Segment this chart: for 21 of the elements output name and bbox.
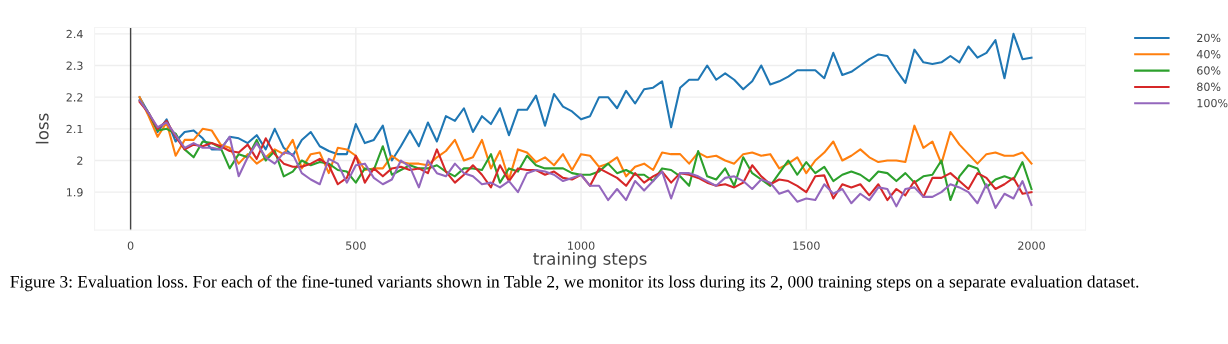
text: 80%: [1197, 82, 1221, 91]
text: 40%: [1196, 49, 1221, 59]
y-tick-label: 2.4: [66, 29, 83, 39]
text: 20%: [1197, 33, 1221, 43]
x-axis-title: training steps: [533, 252, 647, 269]
caption: Figure 3: Evaluation loss. For each of the fine-tuned variants shown in Table 2, we monitor its loss during its 2, 000 training steps on a separate evaluation dataset.: [10, 275, 1139, 292]
x-tick-label: 0: [127, 241, 134, 250]
y-tick-label: 1.9: [67, 188, 83, 197]
line-series: [138, 96, 1033, 181]
x-tick-label: 1500: [793, 241, 820, 250]
text: 60%: [1197, 66, 1221, 75]
x-tick-label: 1000: [568, 241, 595, 250]
line-series: [138, 32, 1033, 162]
y-tick-label: 2.2: [66, 93, 83, 102]
x-tick-label: 500: [346, 241, 366, 250]
y-tick-label: 2: [77, 156, 83, 165]
y-axis-title: loss: [35, 113, 49, 144]
text: 100%: [1197, 98, 1228, 108]
y-tick-label: 2.3: [66, 61, 83, 70]
x-tick-label: 2000: [1018, 241, 1045, 250]
y-tick-label: 2.1: [66, 124, 83, 134]
